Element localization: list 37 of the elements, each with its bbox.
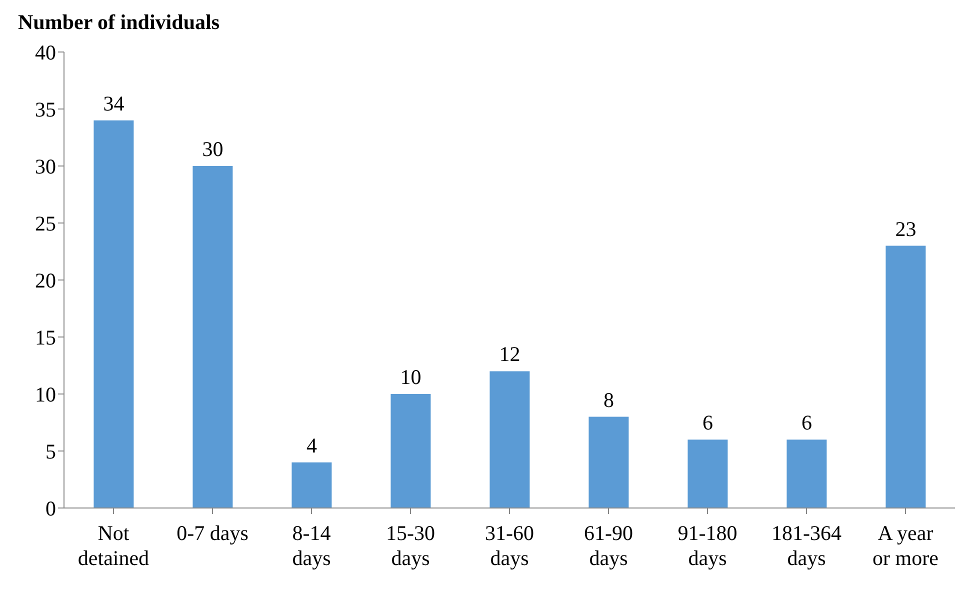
x-tick-label: 0-7 days: [176, 521, 248, 545]
data-label: 34: [103, 91, 125, 116]
bar: [490, 371, 530, 508]
x-tick-label: 181-364 days: [772, 521, 842, 570]
y-tick-label: 20: [35, 268, 56, 292]
bar: [588, 416, 629, 508]
data-label: 6: [801, 410, 812, 435]
data-label: 12: [499, 342, 520, 366]
bar: [292, 462, 332, 508]
x-tick-label: 61-90 days: [584, 521, 633, 570]
bar: [94, 120, 134, 508]
data-label: 23: [895, 216, 916, 241]
y-tick-label: 40: [35, 40, 56, 64]
bar: [786, 440, 827, 508]
y-axis-title: Number of individuals: [18, 10, 220, 35]
y-tick-label: 15: [35, 325, 56, 350]
data-label: 30: [202, 137, 224, 161]
y-tick-label: 0: [46, 496, 56, 520]
x-tick-label: 15-30 days: [386, 521, 435, 570]
bar: [886, 246, 926, 508]
y-tick-label: 30: [35, 154, 56, 178]
bar: [192, 166, 233, 508]
x-tick-label: 91-180 days: [678, 521, 738, 570]
data-label: 4: [306, 433, 318, 458]
x-tick-label: 31-60 days: [485, 521, 534, 570]
data-label: 10: [400, 365, 422, 389]
x-tick-label: Not detained: [78, 521, 150, 570]
x-tick-label: 8-14 days: [292, 521, 332, 570]
y-tick-label: 10: [35, 382, 56, 406]
x-tick-label: A year or more: [872, 521, 938, 570]
data-label: 8: [603, 388, 614, 412]
bar: [688, 440, 728, 508]
bar: [390, 394, 431, 508]
y-tick-label: 5: [46, 439, 56, 464]
data-label: 6: [702, 410, 713, 435]
y-tick-label: 25: [35, 211, 56, 236]
y-tick-label: 35: [35, 97, 56, 122]
